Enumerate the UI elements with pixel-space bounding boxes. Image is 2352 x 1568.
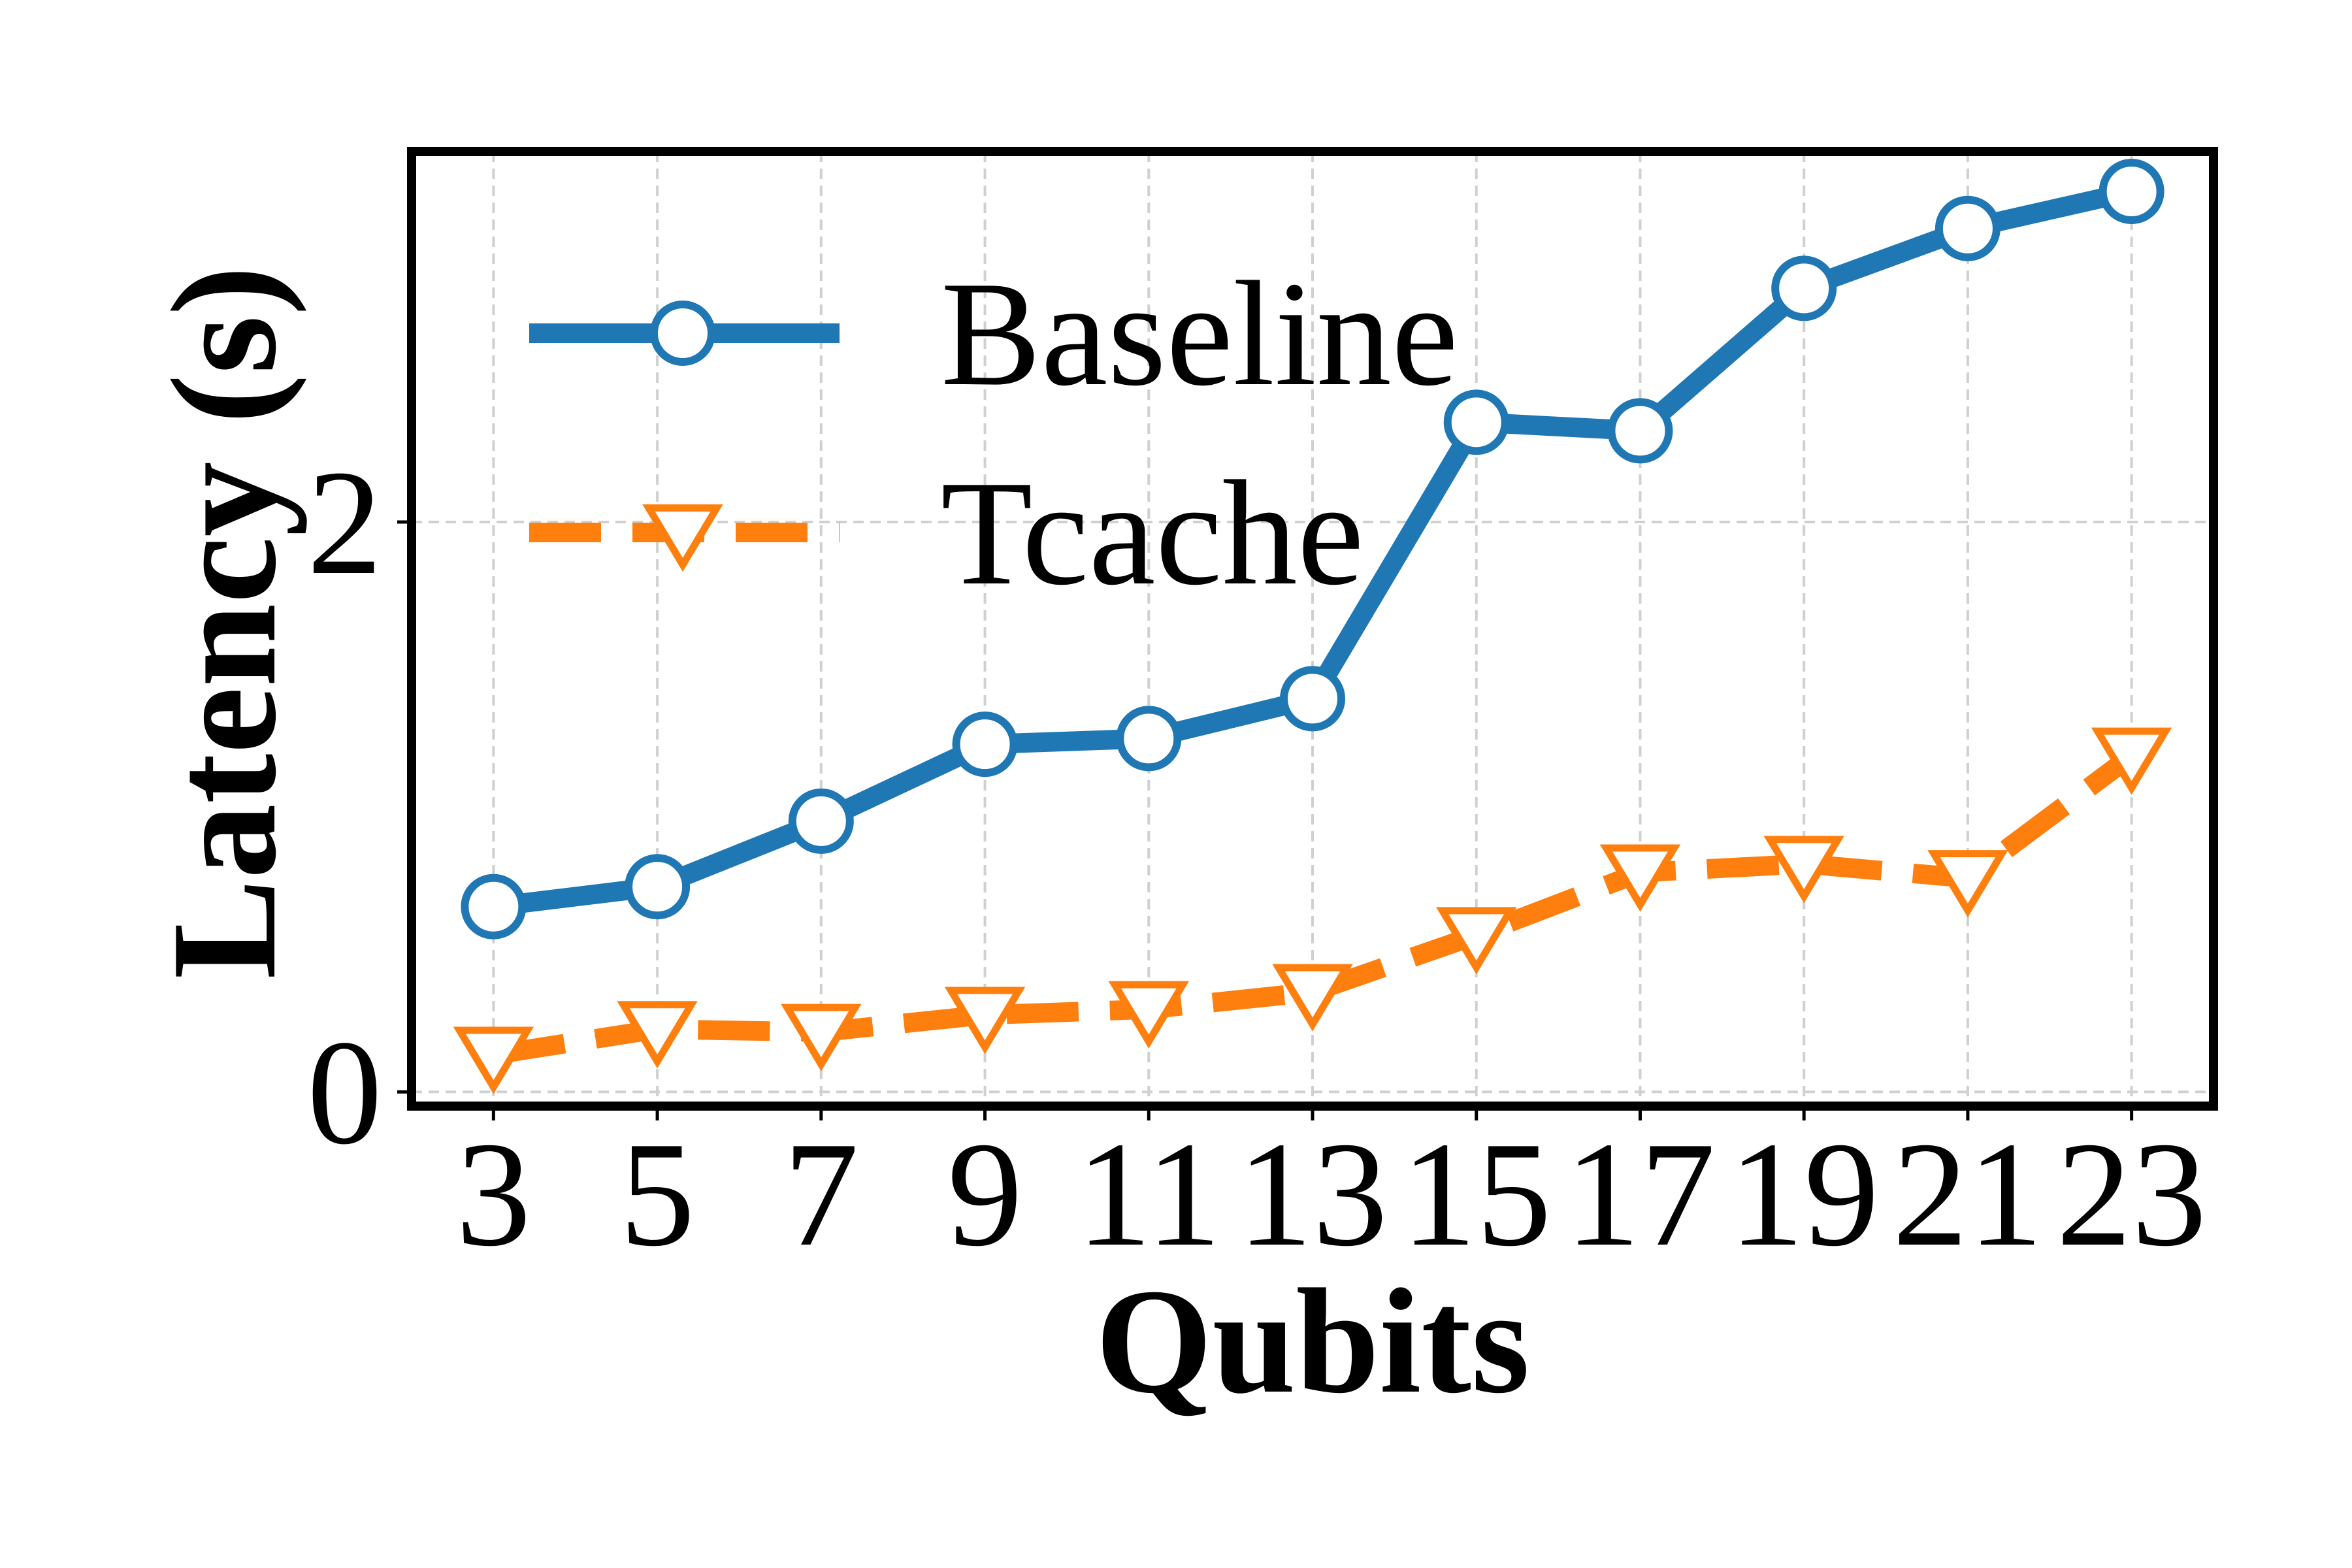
x-axis-title: Qubits <box>1096 1258 1530 1424</box>
series-tcache <box>453 727 2172 1094</box>
x-tick-label: 7 <box>783 1111 858 1277</box>
data-point-baseline <box>625 854 691 920</box>
x-tick-label: 5 <box>620 1111 695 1277</box>
x-tick-label: 13 <box>1237 1111 1388 1277</box>
data-point-tcache <box>1599 844 1681 912</box>
x-tick-label: 9 <box>947 1111 1022 1277</box>
y-tick-label: 0 <box>307 1009 382 1175</box>
x-tick-label: 3 <box>456 1111 531 1277</box>
x-tick-label: 23 <box>2057 1111 2207 1277</box>
data-point-baseline <box>2099 159 2164 225</box>
legend-label-baseline: Baseline <box>941 250 1458 417</box>
data-point-baseline <box>1443 389 1509 455</box>
data-point-tcache <box>617 1001 698 1069</box>
series-layer <box>453 159 2172 1094</box>
series-baseline <box>461 159 2164 939</box>
legend-label-tcache: Tcache <box>941 449 1364 616</box>
legend-marker-tcache <box>642 504 723 572</box>
legend: Baseline Tcache <box>529 250 1458 616</box>
ticks: 3 5 7 9 11 13 15 17 19 21 23 0 2 <box>307 439 2207 1277</box>
x-tick-label: 19 <box>1729 1111 1879 1277</box>
data-point-tcache <box>1763 836 1844 904</box>
y-axis-title: Latency (s) <box>140 265 307 979</box>
data-point-baseline <box>1607 398 1673 464</box>
x-tick-label: 11 <box>1077 1111 1221 1277</box>
data-point-baseline <box>952 711 1018 777</box>
data-point-baseline <box>788 788 854 854</box>
legend-item-tcache: Tcache <box>529 449 1364 616</box>
data-point-baseline <box>1116 706 1182 772</box>
legend-item-baseline: Baseline <box>529 250 1458 417</box>
data-point-baseline <box>461 874 527 939</box>
data-point-tcache <box>453 1026 534 1094</box>
x-tick-label: 15 <box>1401 1111 1552 1277</box>
data-point-tcache <box>1436 907 1517 975</box>
data-point-tcache <box>1272 964 1353 1032</box>
legend-marker-baseline <box>650 301 715 366</box>
data-point-baseline <box>1280 666 1345 732</box>
data-point-tcache <box>1927 850 2008 918</box>
data-point-tcache <box>781 1004 862 1071</box>
series-line-tcache <box>492 747 2138 1065</box>
data-point-tcache <box>1108 981 1189 1049</box>
data-point-tcache <box>2091 727 2172 795</box>
data-point-baseline <box>1935 195 2001 261</box>
y-tick-label: 2 <box>307 439 382 606</box>
data-point-tcache <box>944 987 1026 1054</box>
x-tick-label: 21 <box>1893 1111 2043 1277</box>
x-tick-label: 17 <box>1565 1111 1715 1277</box>
data-point-baseline <box>1771 255 1837 321</box>
